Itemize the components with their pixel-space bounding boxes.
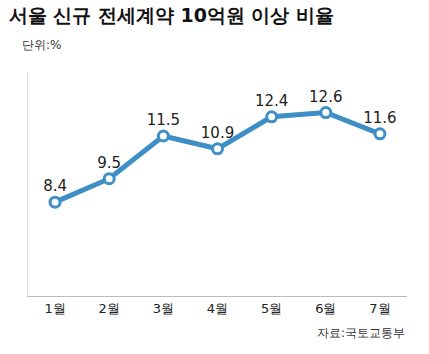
svg-text:11.6: 11.6 — [363, 109, 396, 127]
svg-text:2월: 2월 — [99, 301, 120, 316]
svg-text:9.5: 9.5 — [97, 154, 121, 172]
svg-text:11.5: 11.5 — [147, 111, 180, 129]
svg-text:5월: 5월 — [261, 301, 282, 316]
svg-text:서울 신규 전세계약 10억원 이상 비율: 서울 신규 전세계약 10억원 이상 비율 — [9, 4, 335, 26]
svg-text:4월: 4월 — [207, 301, 228, 316]
svg-text:1월: 1월 — [44, 301, 65, 316]
svg-text:10.9: 10.9 — [201, 124, 234, 142]
svg-text:단위:%: 단위:% — [22, 38, 61, 52]
svg-text:7월: 7월 — [369, 301, 390, 316]
svg-text:12.4: 12.4 — [255, 92, 288, 110]
svg-text:3월: 3월 — [153, 301, 174, 316]
svg-text:8.4: 8.4 — [43, 177, 67, 195]
svg-text:12.6: 12.6 — [309, 88, 342, 106]
svg-text:6월: 6월 — [315, 301, 336, 316]
svg-text:자료:국토교통부: 자료:국토교통부 — [317, 326, 405, 340]
